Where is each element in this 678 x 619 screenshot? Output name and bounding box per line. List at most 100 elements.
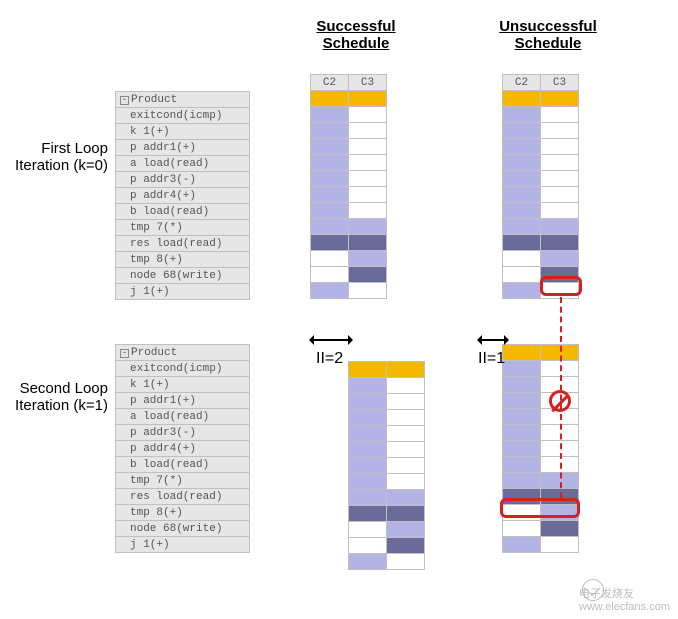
- op-row: b load(read): [116, 204, 250, 220]
- sched-cell: [387, 410, 425, 426]
- sched-cell: [311, 187, 349, 203]
- op-row: node 68(write): [116, 268, 250, 284]
- sched-col-header: C2: [311, 75, 349, 91]
- sched-cell: [349, 458, 387, 474]
- sched-cell: [311, 267, 349, 283]
- sched-cell: [349, 203, 387, 219]
- watermark-line2: www.elecfans.com: [579, 601, 670, 613]
- op-row: res load(read): [116, 489, 250, 505]
- sched-cell: [541, 219, 579, 235]
- sched-cell: [503, 457, 541, 473]
- sched-cell: [503, 155, 541, 171]
- row-label-first-text: First LoopIteration (k=0): [15, 140, 108, 174]
- sched-unsuccessful-second: [502, 344, 579, 553]
- sched-cell: [503, 361, 541, 377]
- op-row: -Product: [116, 345, 250, 361]
- sched-cell: [541, 123, 579, 139]
- sched-cell: [311, 251, 349, 267]
- sched-cell: [541, 521, 579, 537]
- sched-successful-second: [348, 361, 425, 570]
- sched-cell: [349, 538, 387, 554]
- op-row: -Product: [116, 92, 250, 108]
- sched-cell: [349, 410, 387, 426]
- ii-unsuccessful: II=1: [478, 350, 505, 368]
- sched-cell: [349, 91, 387, 107]
- sched-cell: [349, 426, 387, 442]
- op-row: tmp 8(+): [116, 505, 250, 521]
- no-entry-icon: [549, 390, 571, 412]
- sched-cell: [503, 123, 541, 139]
- tree-collapse-icon: -: [120, 349, 129, 358]
- row-label-second-text: Second LoopIteration (k=1): [15, 380, 108, 414]
- header-successful: SuccessfulSchedule: [306, 18, 406, 52]
- sched-cell: [387, 394, 425, 410]
- sched-cell: [387, 522, 425, 538]
- sched-cell: [311, 203, 349, 219]
- watermark-line1: 电子发烧友: [579, 585, 670, 601]
- sched-cell: [503, 377, 541, 393]
- sched-cell: [503, 171, 541, 187]
- sched-cell: [311, 91, 349, 107]
- op-row: p addr1(+): [116, 393, 250, 409]
- sched-col-header: C2: [503, 75, 541, 91]
- sched-cell: [541, 107, 579, 123]
- op-row: k 1(+): [116, 377, 250, 393]
- sched-cell: [503, 235, 541, 251]
- sched-cell: [311, 123, 349, 139]
- sched-cell: [503, 441, 541, 457]
- sched-cell: [349, 474, 387, 490]
- op-table-first: -Productexitcond(icmp)k 1(+)p addr1(+)a …: [115, 91, 250, 300]
- sched-cell: [349, 554, 387, 570]
- op-row: a load(read): [116, 156, 250, 172]
- sched-cell: [349, 378, 387, 394]
- sched-cell: [349, 107, 387, 123]
- sched-cell: [387, 426, 425, 442]
- red-box-bottom: [500, 498, 580, 518]
- sched-col-header: C3: [349, 75, 387, 91]
- sched-cell: [503, 473, 541, 489]
- sched-cell: [349, 490, 387, 506]
- watermark-text: 电子发烧友 www.elecfans.com: [579, 585, 670, 613]
- op-row: b load(read): [116, 457, 250, 473]
- header-unsuccessful: UnsuccessfulSchedule: [488, 18, 608, 52]
- sched-cell: [503, 107, 541, 123]
- sched-cell: [541, 139, 579, 155]
- sched-cell: [503, 345, 541, 361]
- sched-cell: [503, 251, 541, 267]
- sched-cell: [349, 251, 387, 267]
- sched-cell: [349, 123, 387, 139]
- op-row: a load(read): [116, 409, 250, 425]
- sched-col-header: C3: [541, 75, 579, 91]
- arrow-unsuccessful: [480, 339, 506, 341]
- op-row: exitcond(icmp): [116, 361, 250, 377]
- sched-cell: [503, 393, 541, 409]
- sched-cell: [311, 155, 349, 171]
- op-row: j 1(+): [116, 284, 250, 300]
- sched-cell: [541, 251, 579, 267]
- op-row: k 1(+): [116, 124, 250, 140]
- sched-cell: [311, 107, 349, 123]
- row-label-first: First LoopIteration (k=0): [0, 140, 108, 174]
- op-row: res load(read): [116, 236, 250, 252]
- sched-cell: [387, 442, 425, 458]
- sched-cell: [349, 155, 387, 171]
- sched-cell: [349, 442, 387, 458]
- sched-cell: [349, 219, 387, 235]
- sched-cell: [387, 378, 425, 394]
- sched-cell: [349, 267, 387, 283]
- sched-cell: [311, 171, 349, 187]
- sched-cell: [349, 171, 387, 187]
- sched-cell: [503, 409, 541, 425]
- sched-cell: [387, 458, 425, 474]
- header-successful-l1: SuccessfulSchedule: [316, 18, 395, 52]
- sched-cell: [503, 521, 541, 537]
- sched-cell: [503, 283, 541, 299]
- sched-cell: [349, 283, 387, 299]
- header-unsuccessful-l1: UnsuccessfulSchedule: [499, 18, 597, 52]
- op-row: tmp 8(+): [116, 252, 250, 268]
- sched-cell: [503, 91, 541, 107]
- op-row: tmp 7(*): [116, 473, 250, 489]
- sched-cell: [503, 203, 541, 219]
- sched-cell: [541, 203, 579, 219]
- sched-cell: [311, 139, 349, 155]
